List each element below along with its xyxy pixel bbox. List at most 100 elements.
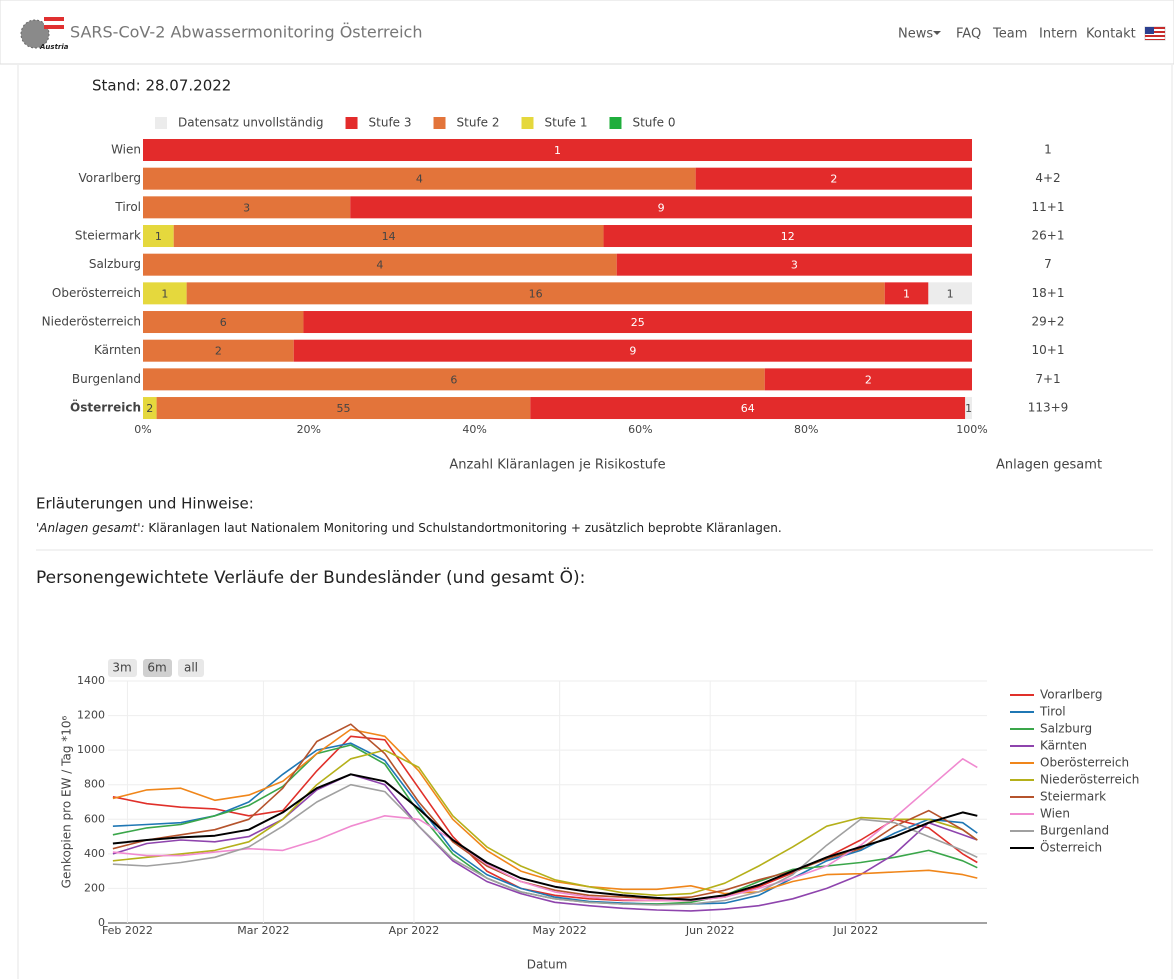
legend-label[interactable]: Tirol [1039, 705, 1066, 719]
x-axis-label: Datum [527, 958, 568, 972]
y-tick-label: 1000 [77, 743, 105, 756]
bar-value-label: 1 [947, 287, 954, 300]
x-tick-label: Apr 2022 [389, 924, 440, 937]
bar-segment [143, 339, 294, 362]
series-line [112, 728, 978, 895]
legend-swatch [609, 117, 622, 129]
bar-segment [143, 167, 696, 190]
legend-label: Stufe 0 [632, 116, 675, 130]
total-label: 1 [1044, 143, 1052, 157]
x-tick-label: Jul 2022 [832, 924, 878, 937]
bar-value-label: 55 [336, 402, 350, 415]
legend-label[interactable]: Kärnten [1040, 739, 1087, 753]
bar-segment [350, 196, 972, 219]
category-label: Vorarlberg [78, 171, 141, 185]
bar-segment [928, 282, 972, 305]
range-button[interactable] [108, 659, 137, 677]
bar-segment [530, 397, 966, 420]
totals-header: Anlagen gesamt [996, 458, 1102, 473]
bar-value-label: 25 [631, 316, 645, 329]
legend-label[interactable]: Wien [1040, 807, 1070, 821]
notes-body: Kläranlagen laut Nationalem Monitoring u… [145, 521, 782, 535]
bar-value-label: 3 [243, 201, 250, 214]
category-label: Niederösterreich [42, 315, 141, 329]
total-label: 29+2 [1032, 315, 1065, 329]
category-label: Wien [111, 143, 141, 157]
logo-flag [44, 25, 64, 29]
legend-label[interactable]: Vorarlberg [1040, 688, 1103, 702]
legend-label[interactable]: Steiermark [1040, 790, 1106, 804]
nav-link[interactable]: News [898, 27, 933, 42]
bar-segment [143, 282, 187, 305]
legend-label: Stufe 1 [545, 116, 588, 130]
bar-value-label: 6 [450, 373, 457, 386]
bar-segment [303, 311, 972, 334]
nav-link[interactable]: FAQ [956, 27, 981, 42]
x-tick-label: May 2022 [533, 924, 587, 937]
x-tick-label: 40% [462, 423, 486, 436]
bar-segment [143, 397, 157, 420]
bar-segment [143, 196, 351, 219]
notes-heading: Erläuterungen und Hinweise: [36, 495, 254, 513]
total-label: 113+9 [1028, 401, 1069, 415]
range-button[interactable] [143, 659, 172, 677]
x-tick-label: 100% [956, 423, 987, 436]
range-button-label[interactable]: 3m [112, 661, 131, 675]
range-button-label[interactable]: all [184, 661, 198, 675]
range-button[interactable] [178, 659, 204, 677]
bar-value-label: 1 [965, 402, 972, 415]
total-label: 26+1 [1032, 229, 1065, 243]
bar-segment [143, 139, 972, 161]
bar-segment [143, 225, 174, 248]
brand[interactable]: SARS-CoV-2 Abwassermonitoring Österreich [70, 23, 422, 42]
series-line [112, 758, 978, 902]
total-label: 10+1 [1032, 343, 1065, 357]
bar-value-label: 2 [830, 173, 837, 186]
total-label: 7 [1044, 257, 1052, 271]
x-tick-label: Feb 2022 [102, 924, 153, 937]
stand-date: Stand: 28.07.2022 [92, 77, 231, 95]
bar-segment [603, 225, 972, 248]
language-flag[interactable] [1144, 26, 1166, 41]
legend-label[interactable]: Oberösterreich [1040, 756, 1129, 770]
x-tick-label: Mar 2022 [237, 924, 289, 937]
category-label: Burgenland [72, 372, 141, 386]
legend-label[interactable]: Salzburg [1040, 722, 1092, 736]
bar-segment [186, 282, 885, 305]
range-button-label[interactable]: 6m [147, 661, 166, 675]
legend-label[interactable]: Österreich [1040, 839, 1102, 855]
series-line [112, 773, 978, 912]
x-axis-label: Anzahl Kläranlagen je Risikostufe [449, 458, 665, 473]
bar-segment [695, 167, 972, 190]
total-label: 11+1 [1032, 200, 1065, 214]
legend-label[interactable]: Burgenland [1040, 824, 1109, 838]
bar-value-label: 1 [155, 230, 162, 243]
x-tick-label: 60% [628, 423, 652, 436]
x-tick-label: 0% [134, 423, 151, 436]
bar-segment [764, 368, 972, 391]
nav-link[interactable]: Kontakt [1086, 27, 1136, 42]
bar-segment [293, 339, 972, 362]
bar-value-label: 16 [529, 287, 543, 300]
bar-value-label: 6 [220, 316, 227, 329]
bar-value-label: 4 [416, 173, 423, 186]
y-axis-label: Genkopien pro EW / Tag *10⁶ [60, 715, 74, 888]
logo-text: Austria [39, 43, 69, 51]
nav-link[interactable]: Intern [1039, 27, 1078, 42]
total-label: 18+1 [1032, 286, 1065, 300]
nav-link[interactable]: Team [992, 27, 1027, 42]
y-tick-label: 200 [84, 881, 105, 894]
bar-value-label: 12 [781, 230, 795, 243]
legend-label[interactable]: Niederösterreich [1040, 773, 1139, 787]
line-chart-title: Personengewichtete Verläufe der Bundeslä… [36, 566, 585, 588]
legend-swatch [433, 117, 446, 129]
series-line [112, 773, 978, 901]
bar-value-label: 2 [146, 402, 153, 415]
y-tick-label: 400 [84, 847, 105, 860]
bar-segment [143, 311, 304, 334]
bar-segment [143, 368, 765, 391]
y-tick-label: 0 [98, 916, 105, 929]
total-label: 7+1 [1035, 372, 1060, 386]
legend-swatch [155, 117, 167, 129]
